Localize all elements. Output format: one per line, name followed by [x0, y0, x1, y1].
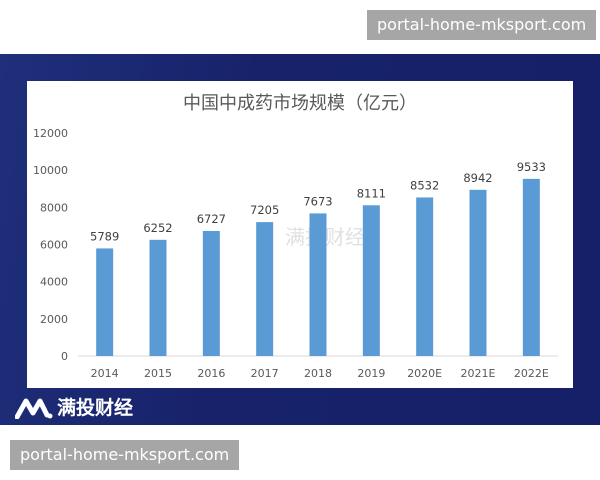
y-tick-label: 2000: [40, 313, 68, 326]
y-tick-label: 6000: [40, 239, 68, 252]
y-tick-label: 10000: [33, 164, 68, 177]
x-tick-label: 2016: [197, 367, 225, 380]
watermark-top: portal-home-mksport.com: [367, 10, 597, 40]
y-tick-label: 4000: [40, 276, 68, 289]
bar: [96, 248, 114, 356]
brand-name: 满投财经: [57, 397, 134, 419]
x-tick-label: 2014: [91, 367, 119, 380]
chart-title: 中国中成药市场规模（亿元）: [183, 93, 417, 114]
x-tick-label: 2021E: [461, 367, 496, 380]
data-label: 7673: [303, 194, 332, 208]
data-label: 5789: [90, 229, 119, 243]
bar: [416, 197, 434, 356]
x-tick-label: 2015: [144, 367, 172, 380]
x-tick-label: 2017: [251, 367, 279, 380]
watermark-bottom: portal-home-mksport.com: [10, 440, 240, 470]
bar: [309, 213, 327, 356]
x-tick-label: 2022E: [514, 367, 549, 380]
data-label: 8942: [463, 171, 492, 185]
bar: [202, 230, 220, 356]
x-tick-label: 2018: [304, 367, 332, 380]
data-label: 7205: [250, 203, 279, 217]
x-tick-label: 2019: [357, 367, 385, 380]
mantou-logo-icon: [15, 398, 53, 419]
bar: [522, 178, 540, 356]
data-label: 8532: [410, 178, 439, 192]
bar: [362, 205, 380, 356]
data-label: 6252: [143, 221, 172, 235]
y-tick-label: 12000: [33, 127, 68, 140]
bar: [149, 239, 167, 356]
bar: [256, 222, 274, 356]
y-tick-label: 8000: [40, 201, 68, 214]
brand: 满投财经: [15, 393, 133, 420]
data-label: 9533: [517, 160, 546, 174]
data-label: 8111: [357, 186, 386, 200]
x-tick-label: 2020E: [407, 367, 442, 380]
bar: [469, 189, 487, 356]
data-label: 6727: [197, 212, 226, 226]
y-tick-label: 0: [61, 350, 68, 363]
